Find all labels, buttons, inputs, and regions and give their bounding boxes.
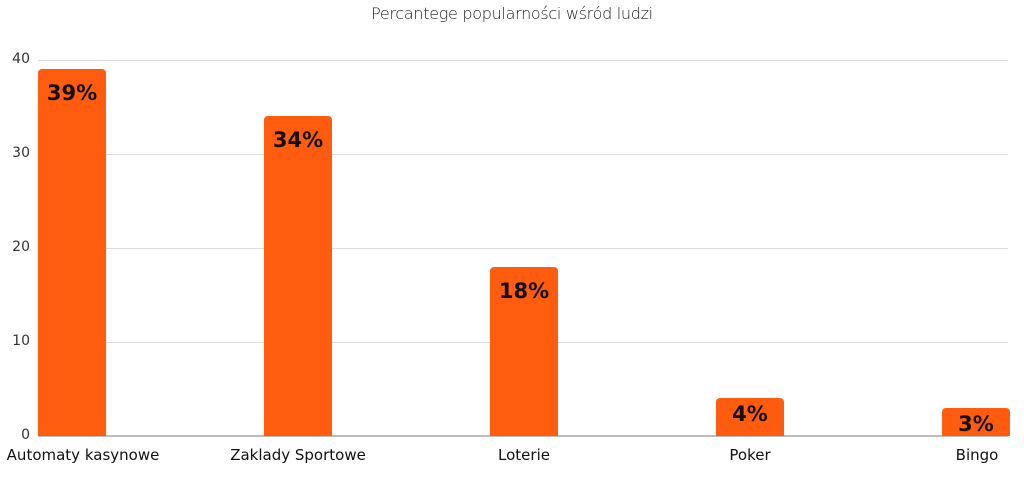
bar — [490, 266, 558, 436]
bar-value-label: 18% — [498, 278, 550, 303]
y-tick-label: 30 — [12, 145, 30, 161]
bar — [716, 398, 784, 436]
gridline — [38, 248, 1008, 249]
x-tick-label: Zaklady Sportowe — [230, 446, 366, 464]
y-tick-label: 10 — [12, 333, 30, 349]
bar-value-label: 34% — [272, 128, 324, 153]
x-tick-label: Loterie — [498, 446, 550, 464]
x-tick-label: Bingo — [955, 446, 999, 464]
bar — [942, 407, 1010, 436]
bar — [38, 69, 106, 436]
y-tick-label: 0 — [21, 427, 30, 443]
bar-value-label: 4% — [732, 402, 768, 427]
x-axis-line — [38, 435, 1008, 437]
x-tick-label: Automaty kasynowe — [6, 446, 160, 464]
bar-value-label: 3% — [958, 411, 994, 436]
x-tick-label: Poker — [729, 446, 771, 464]
bar-value-label: 39% — [46, 81, 98, 106]
bar — [264, 116, 332, 436]
gridline — [38, 154, 1008, 155]
chart-title: Percantege popularności wśród ludzi — [371, 4, 653, 23]
gridline — [38, 60, 1008, 61]
y-tick-label: 20 — [12, 239, 30, 255]
y-tick-label: 40 — [12, 51, 30, 67]
